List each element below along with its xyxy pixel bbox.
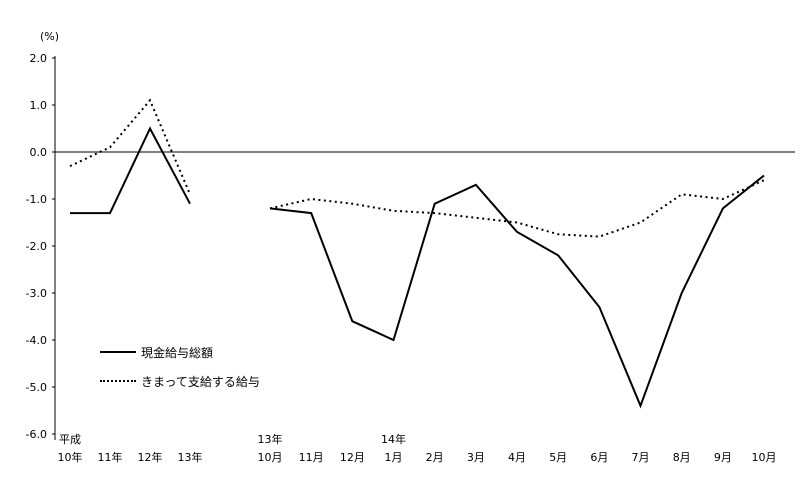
x-tick-label: 13年: [178, 450, 203, 464]
y-tick-label: 1.0: [30, 99, 48, 112]
series-line-dotted-monthly: [269, 179, 765, 238]
x-tick-label: 11年: [98, 450, 123, 464]
x-tick-label: 12年: [138, 450, 163, 464]
x-tick-label: 3月: [467, 451, 485, 464]
legend-label-contractual-earnings: きまって支給する給与: [141, 374, 260, 389]
y-tick-label: 0.0: [30, 146, 48, 159]
x-tick-label: 9月: [714, 451, 732, 464]
legend-label-cash-earnings-total: 現金給与総額: [141, 345, 214, 360]
series-line-solid-annual: [70, 126, 191, 215]
legend-item-contractual-earnings: きまって支給する給与: [100, 373, 260, 389]
y-tick-label: -3.0: [26, 287, 47, 300]
x-tick-label: 6月: [590, 451, 608, 464]
y-tick-label: -5.0: [26, 381, 47, 394]
y-tick-label: -6.0: [26, 428, 47, 441]
x-tick-label: 10月: [258, 451, 283, 464]
solid-line-sample-icon: [100, 351, 136, 353]
y-tick-label: -1.0: [26, 193, 47, 206]
x-tick-label: 8月: [673, 451, 691, 464]
x-tick-label: 4月: [508, 451, 526, 464]
series-line-solid-monthly: [269, 174, 765, 409]
x-tick-label: 2月: [426, 451, 444, 464]
y-tick-label: -2.0: [26, 240, 47, 253]
legend-item-cash-earnings-total: 現金給与総額: [100, 344, 260, 360]
series-line-dotted-annual: [69, 98, 191, 195]
x-tick-label: 7月: [632, 451, 650, 464]
y-tick-label: -4.0: [26, 334, 47, 347]
x-tick-year-label: 平成: [59, 433, 81, 446]
x-tick-label: 12月: [340, 451, 365, 464]
x-tick-label: 5月: [549, 451, 567, 464]
dotted-line-sample-icon: [100, 380, 136, 382]
x-tick-label: 10年: [58, 450, 83, 464]
x-tick-year-label: 13年: [258, 432, 283, 446]
y-axis-unit-label: (%): [40, 30, 59, 43]
x-tick-label: 1月: [385, 451, 403, 464]
x-tick-label: 10月: [752, 451, 777, 464]
y-tick-label: 2.0: [30, 52, 48, 65]
legend: 現金給与総額 きまって支給する給与: [100, 344, 260, 402]
x-tick-year-label: 14年: [381, 432, 406, 446]
x-tick-label: 11月: [299, 451, 324, 464]
